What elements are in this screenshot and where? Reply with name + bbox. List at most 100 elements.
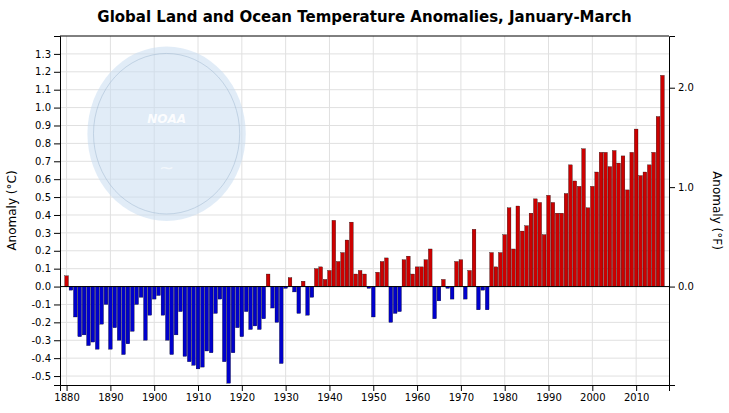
bar (371, 287, 375, 317)
bar (209, 287, 213, 353)
bar (634, 129, 638, 286)
tick-mark (54, 108, 60, 109)
bar (516, 206, 520, 287)
bar (498, 253, 502, 287)
tick-label: -0.1 (31, 299, 51, 310)
bar (643, 172, 647, 287)
bar (406, 256, 410, 286)
tick: 1920 (230, 385, 255, 403)
tick: 1950 (361, 385, 386, 403)
tick-mark (54, 358, 60, 359)
zero-line (60, 286, 669, 287)
tick-label: 0.0 (678, 281, 694, 292)
bar (345, 240, 349, 287)
tick: 0.3 (35, 228, 60, 239)
bar (424, 260, 428, 287)
bar (91, 287, 95, 342)
axis-line (54, 37, 61, 386)
bar (65, 276, 69, 287)
bar (253, 287, 257, 326)
tick-label: 1930 (273, 392, 298, 403)
grid-line (60, 376, 669, 377)
bar (459, 260, 463, 287)
bar (393, 287, 397, 314)
tick: -0.3 (31, 335, 60, 346)
bar (271, 287, 275, 308)
tick-label: 0.5 (35, 192, 51, 203)
bar (152, 287, 156, 300)
bar (630, 152, 634, 286)
bar (402, 260, 406, 287)
bar (100, 287, 104, 325)
bar (555, 213, 559, 286)
grid-line (60, 322, 669, 323)
bar (336, 262, 340, 287)
bar (520, 231, 524, 286)
tick-label: 1900 (142, 392, 167, 403)
bar (494, 267, 498, 287)
tick-label: -0.3 (31, 335, 51, 346)
tick-mark (54, 251, 60, 252)
tick: 2010 (624, 385, 649, 403)
bar (187, 287, 191, 362)
plot-area (60, 46, 669, 383)
bar (560, 213, 564, 286)
bar (257, 287, 261, 330)
tick-label: 1990 (536, 392, 561, 403)
tick-label: 1.0 (35, 102, 51, 113)
axis-line (61, 386, 670, 392)
bar (332, 220, 336, 286)
bar (415, 267, 419, 287)
bar (122, 287, 126, 355)
tick: 1880 (54, 385, 79, 403)
bar (244, 287, 248, 312)
bar (547, 195, 551, 286)
tick-mark (110, 385, 111, 391)
tick: 1890 (98, 385, 123, 403)
tick-mark (592, 385, 593, 391)
bar (542, 235, 546, 287)
bar (472, 229, 476, 286)
bar (389, 287, 393, 323)
bar (477, 287, 481, 310)
tick-label: 1.2 (35, 66, 51, 77)
tick-label: 0.9 (35, 120, 51, 131)
bar (314, 269, 318, 287)
bar (468, 270, 472, 286)
tick-label: 0.0 (35, 281, 51, 292)
bar (249, 287, 253, 330)
title: Global Land and Ocean Temperature Anomal… (97, 8, 631, 26)
tick: 2000 (580, 385, 605, 403)
tick: 1.2 (35, 66, 60, 77)
chart: NOAA~18801890190019101920193019401950196… (0, 0, 729, 413)
bar (398, 287, 402, 312)
bar (73, 287, 77, 317)
tick-label: 1880 (54, 392, 79, 403)
bar (196, 287, 200, 369)
bar (411, 274, 415, 287)
bar (126, 287, 130, 344)
bar (266, 274, 270, 287)
tick: 0.2 (35, 245, 60, 256)
tick-mark (154, 385, 155, 391)
tick-mark (373, 385, 374, 391)
tick-label: 1920 (230, 392, 255, 403)
bar (95, 287, 99, 350)
bar (363, 274, 367, 287)
tick-label: 1940 (317, 392, 342, 403)
bar (358, 270, 362, 286)
bar (586, 208, 590, 287)
bar (507, 208, 511, 287)
tick-mark (67, 385, 68, 391)
bar (279, 287, 283, 364)
tick-mark (54, 304, 60, 305)
bar (385, 258, 389, 287)
tick-mark (461, 385, 462, 391)
bar (463, 287, 467, 300)
bar (538, 202, 542, 286)
tick: 1.3 (35, 49, 60, 60)
grid (60, 36, 669, 385)
tick-mark (54, 233, 60, 234)
tick-label: 0.3 (35, 228, 51, 239)
tick-mark (54, 90, 60, 91)
